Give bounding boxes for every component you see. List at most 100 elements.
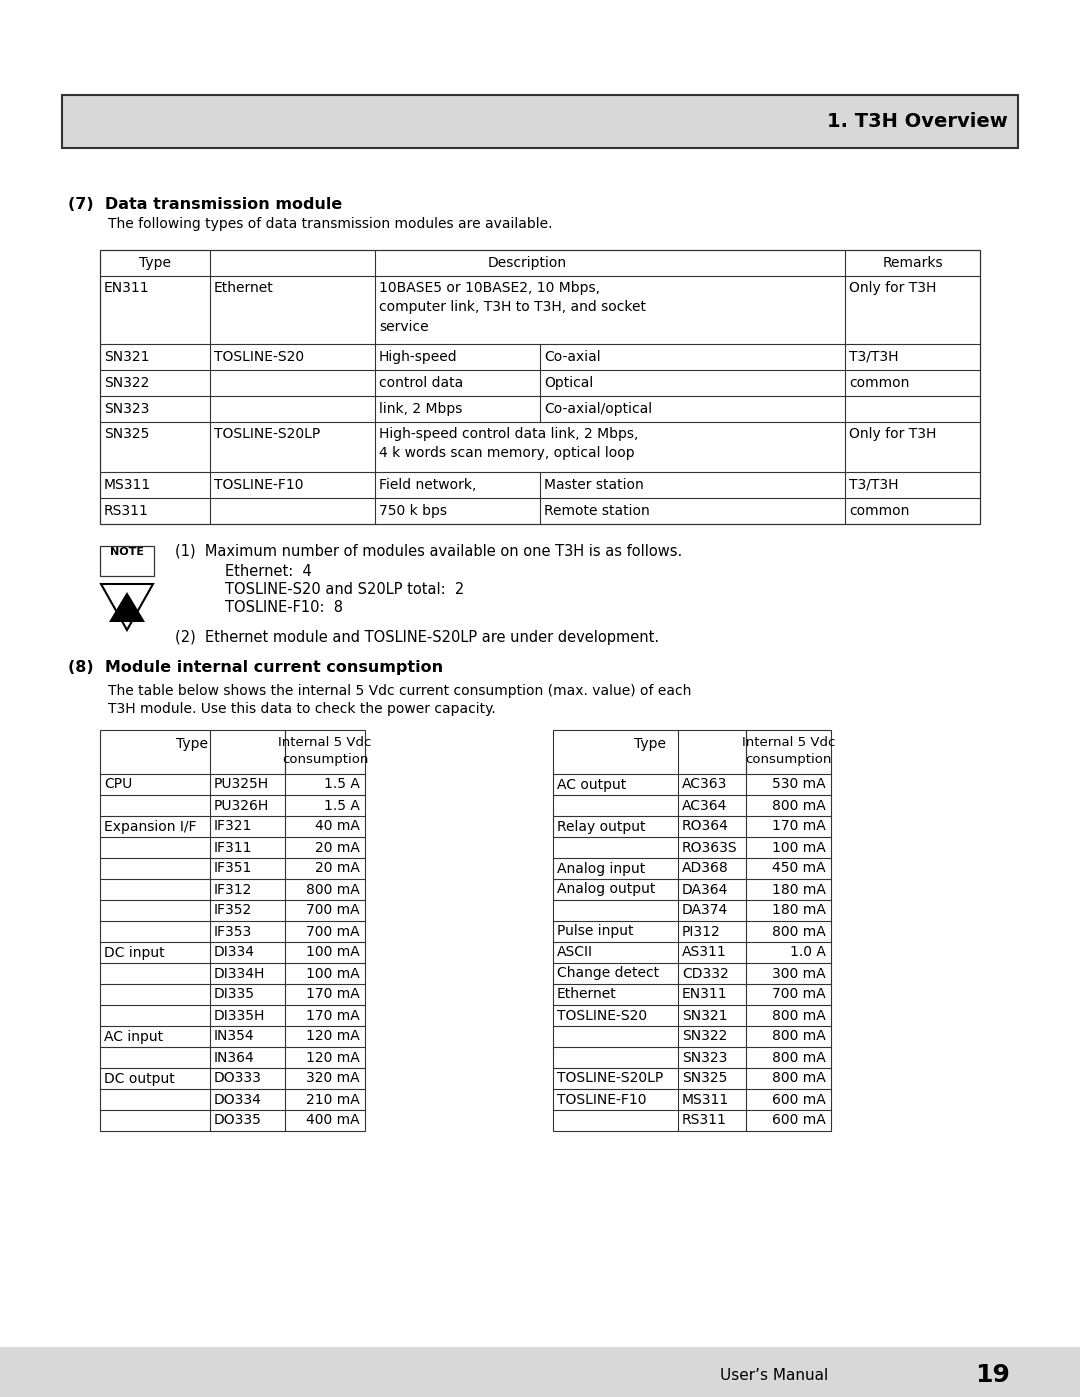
Text: DO334: DO334: [214, 1092, 261, 1106]
Text: control data: control data: [379, 376, 463, 390]
Text: 1.5 A: 1.5 A: [324, 799, 360, 813]
Text: 600 mA: 600 mA: [772, 1092, 826, 1106]
Text: Ethernet:  4: Ethernet: 4: [225, 564, 312, 578]
Text: IN364: IN364: [214, 1051, 255, 1065]
Text: ASCII: ASCII: [557, 946, 593, 960]
Text: TOSLINE-S20: TOSLINE-S20: [214, 351, 305, 365]
Text: Expansion I/F: Expansion I/F: [104, 820, 197, 834]
Text: RO364: RO364: [681, 820, 729, 834]
Text: IN354: IN354: [214, 1030, 255, 1044]
Text: RO363S: RO363S: [681, 841, 738, 855]
Text: 800 mA: 800 mA: [772, 1009, 826, 1023]
Text: 1.5 A: 1.5 A: [324, 778, 360, 792]
Text: 10BASE5 or 10BASE2, 10 Mbps,
computer link, T3H to T3H, and socket
service: 10BASE5 or 10BASE2, 10 Mbps, computer li…: [379, 281, 646, 334]
Text: 180 mA: 180 mA: [772, 904, 826, 918]
Text: Remote station: Remote station: [544, 504, 650, 518]
Text: 1.0 A: 1.0 A: [791, 946, 826, 960]
Text: TOSLINE-S20LP: TOSLINE-S20LP: [214, 427, 321, 441]
Text: Ethernet: Ethernet: [557, 988, 617, 1002]
Text: Pulse input: Pulse input: [557, 925, 634, 939]
Text: 170 mA: 170 mA: [772, 820, 826, 834]
Text: link, 2 Mbps: link, 2 Mbps: [379, 402, 462, 416]
Text: SN323: SN323: [681, 1051, 727, 1065]
Text: Co-axial: Co-axial: [544, 351, 600, 365]
Text: DI335: DI335: [214, 988, 255, 1002]
Text: DC input: DC input: [104, 946, 164, 960]
Text: 100 mA: 100 mA: [307, 967, 360, 981]
Text: TOSLINE-F10: TOSLINE-F10: [214, 478, 303, 492]
Text: Internal 5 Vdc: Internal 5 Vdc: [279, 735, 372, 749]
Text: 800 mA: 800 mA: [772, 1030, 826, 1044]
Text: 300 mA: 300 mA: [772, 967, 826, 981]
Bar: [100, 546, 154, 576]
Text: 320 mA: 320 mA: [307, 1071, 360, 1085]
Text: 800 mA: 800 mA: [772, 1071, 826, 1085]
Text: (7)  Data transmission module: (7) Data transmission module: [68, 197, 342, 212]
Bar: [100, 250, 980, 524]
Text: IF312: IF312: [214, 883, 253, 897]
Text: 600 mA: 600 mA: [772, 1113, 826, 1127]
Bar: [0, 1347, 1080, 1397]
Text: SN321: SN321: [681, 1009, 728, 1023]
Text: (8)  Module internal current consumption: (8) Module internal current consumption: [68, 659, 443, 675]
Text: DA374: DA374: [681, 904, 728, 918]
Text: MS311: MS311: [681, 1092, 729, 1106]
Text: Type: Type: [176, 738, 208, 752]
Text: 1. T3H Overview: 1. T3H Overview: [827, 112, 1008, 131]
Text: Description: Description: [488, 256, 567, 270]
Text: EN311: EN311: [681, 988, 728, 1002]
Bar: [553, 731, 831, 1132]
Text: 20 mA: 20 mA: [315, 841, 360, 855]
Text: TOSLINE-F10: TOSLINE-F10: [557, 1092, 647, 1106]
Text: High-speed control data link, 2 Mbps,
4 k words scan memory, optical loop: High-speed control data link, 2 Mbps, 4 …: [379, 427, 638, 461]
Text: 20 mA: 20 mA: [315, 862, 360, 876]
Text: (1)  Maximum number of modules available on one T3H is as follows.: (1) Maximum number of modules available …: [175, 543, 683, 559]
Text: (2)  Ethernet module and TOSLINE-S20LP are under development.: (2) Ethernet module and TOSLINE-S20LP ar…: [175, 630, 659, 645]
Text: Type: Type: [139, 256, 171, 270]
Text: IF311: IF311: [214, 841, 253, 855]
Text: 700 mA: 700 mA: [307, 904, 360, 918]
Text: AS311: AS311: [681, 946, 727, 960]
Text: consumption: consumption: [745, 753, 832, 767]
Text: Internal 5 Vdc: Internal 5 Vdc: [742, 735, 835, 749]
Text: RS311: RS311: [681, 1113, 727, 1127]
Text: 170 mA: 170 mA: [307, 1009, 360, 1023]
Text: User’s Manual: User’s Manual: [720, 1368, 828, 1383]
Text: AC output: AC output: [557, 778, 626, 792]
Text: TOSLINE-S20: TOSLINE-S20: [557, 1009, 647, 1023]
Text: PU325H: PU325H: [214, 778, 269, 792]
Text: 120 mA: 120 mA: [307, 1051, 360, 1065]
Text: Remarks: Remarks: [882, 256, 943, 270]
Text: DI334H: DI334H: [214, 967, 266, 981]
Text: Only for T3H: Only for T3H: [849, 281, 936, 295]
Text: 120 mA: 120 mA: [307, 1030, 360, 1044]
Text: Co-axial/optical: Co-axial/optical: [544, 402, 652, 416]
Text: 170 mA: 170 mA: [307, 988, 360, 1002]
Text: SN323: SN323: [104, 402, 149, 416]
Text: DO335: DO335: [214, 1113, 261, 1127]
Text: SN325: SN325: [681, 1071, 727, 1085]
Text: 40 mA: 40 mA: [315, 820, 360, 834]
Text: T3H module. Use this data to check the power capacity.: T3H module. Use this data to check the p…: [108, 703, 496, 717]
Text: 450 mA: 450 mA: [772, 862, 826, 876]
Bar: [62, 95, 1018, 148]
Text: PU326H: PU326H: [214, 799, 269, 813]
Text: DC output: DC output: [104, 1071, 175, 1085]
Text: 100 mA: 100 mA: [772, 841, 826, 855]
Text: DA364: DA364: [681, 883, 728, 897]
Text: 800 mA: 800 mA: [772, 799, 826, 813]
Text: 210 mA: 210 mA: [307, 1092, 360, 1106]
Bar: [100, 731, 365, 1132]
Text: The table below shows the internal 5 Vdc current consumption (max. value) of eac: The table below shows the internal 5 Vdc…: [108, 685, 691, 698]
Text: 180 mA: 180 mA: [772, 883, 826, 897]
Text: AC363: AC363: [681, 778, 727, 792]
Text: SN321: SN321: [104, 351, 149, 365]
Text: 530 mA: 530 mA: [772, 778, 826, 792]
Text: The following types of data transmission modules are available.: The following types of data transmission…: [108, 217, 553, 231]
Text: AD368: AD368: [681, 862, 729, 876]
Text: SN325: SN325: [104, 427, 149, 441]
Text: 100 mA: 100 mA: [307, 946, 360, 960]
Text: 700 mA: 700 mA: [772, 988, 826, 1002]
Text: Analog input: Analog input: [557, 862, 645, 876]
Text: 400 mA: 400 mA: [307, 1113, 360, 1127]
